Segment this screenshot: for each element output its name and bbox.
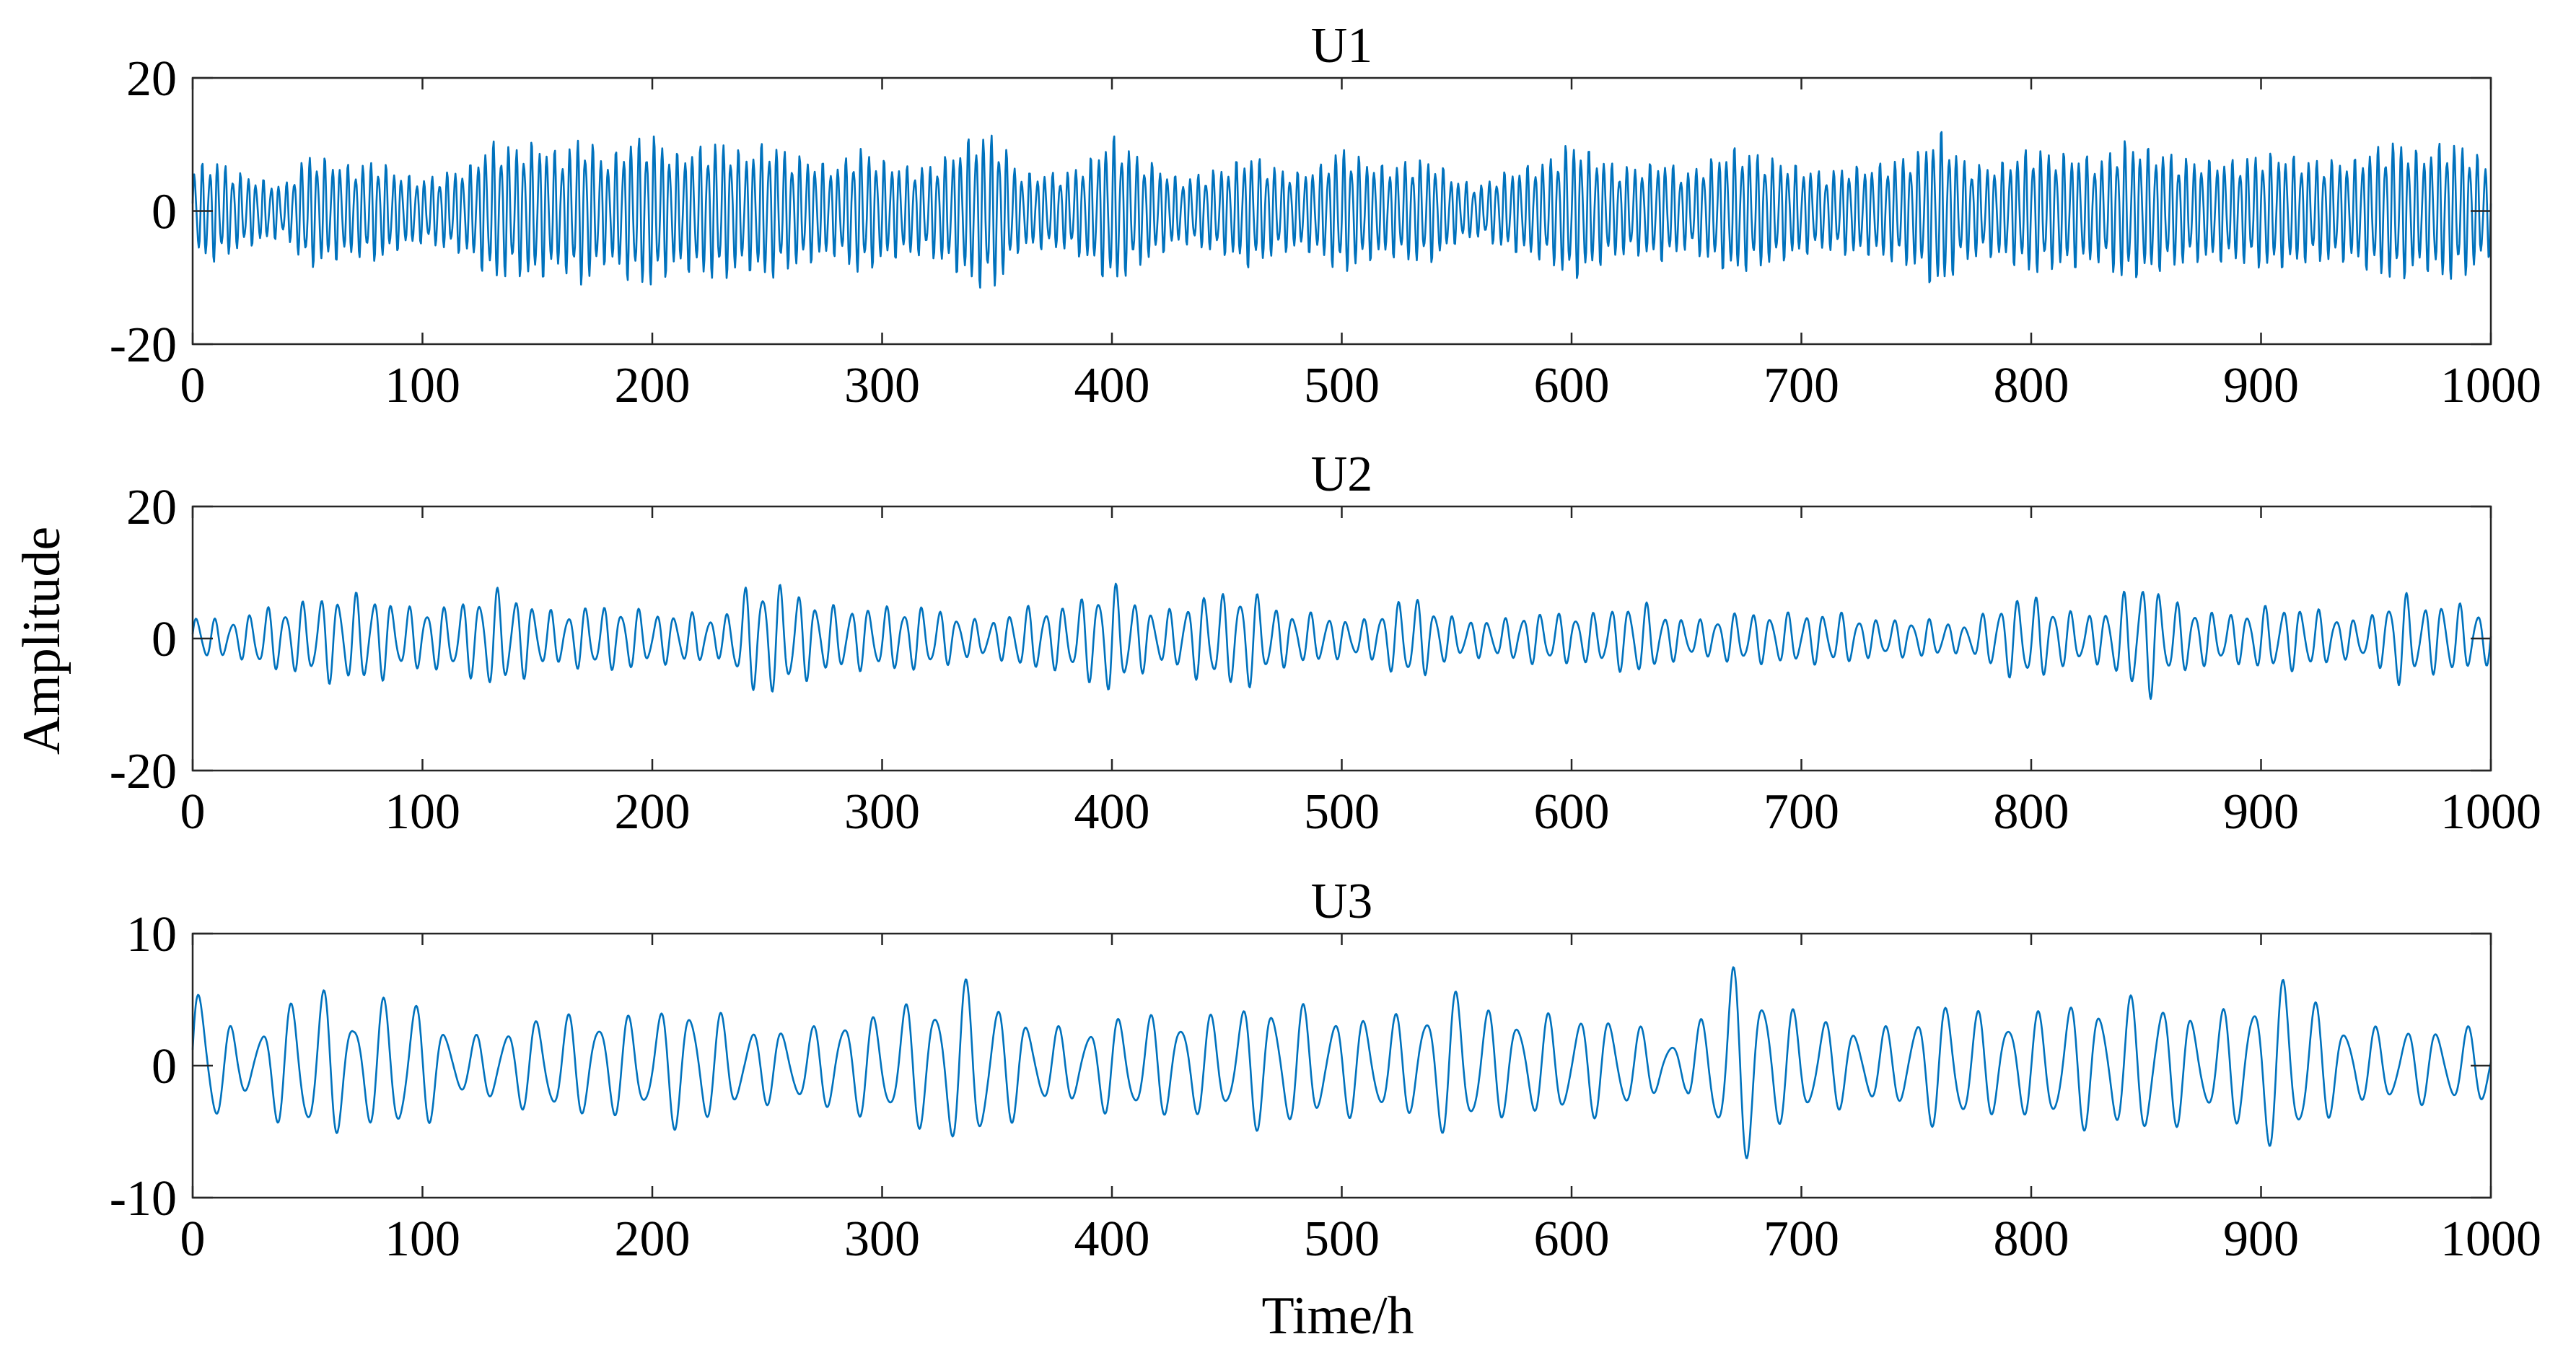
x-tick-label: 600 — [1534, 1211, 1610, 1267]
series-line — [191, 131, 2492, 289]
x-tick-label: 800 — [1994, 358, 2069, 413]
y-tick-label: -10 — [110, 1171, 177, 1227]
y-tick-label: -20 — [110, 744, 177, 799]
x-tick-label: 800 — [1994, 784, 2069, 840]
x-tick-label: 700 — [1764, 358, 1839, 413]
y-axis-label: Amplitude — [12, 527, 71, 755]
subplot-panels: U10 100 200 300 400 500 600 700 800 900 1000200-20… — [110, 18, 2541, 1267]
x-tick-label: 0 — [180, 358, 206, 413]
x-tick-label: 100 — [385, 358, 460, 413]
y-tick-label: 0 — [152, 185, 177, 240]
subplot-title: U3 — [1311, 874, 1373, 929]
series-line — [191, 582, 2492, 701]
x-tick-label: 400 — [1074, 1211, 1150, 1267]
x-tick-label: 1000 — [2440, 1211, 2541, 1267]
x-tick-label: 200 — [615, 1211, 691, 1267]
x-tick-label: 500 — [1304, 784, 1380, 840]
x-tick-label: 100 — [385, 784, 460, 840]
x-tick-label: 300 — [844, 358, 920, 413]
x-tick-label: 300 — [844, 1211, 920, 1267]
x-tick-label: 200 — [615, 358, 691, 413]
series-line — [191, 966, 2492, 1159]
y-tick-label: 10 — [126, 907, 177, 962]
x-tick-label: 600 — [1534, 784, 1610, 840]
x-tick-label: 200 — [615, 784, 691, 840]
y-tick-label: 0 — [152, 1039, 177, 1094]
x-tick-label: 900 — [2223, 358, 2299, 413]
y-tick-label: 20 — [126, 51, 177, 107]
x-tick-label: 400 — [1074, 358, 1150, 413]
x-tick-label: 400 — [1074, 784, 1150, 840]
x-tick-label: 500 — [1304, 358, 1380, 413]
x-tick-label: 1000 — [2440, 358, 2541, 413]
x-tick-label: 1000 — [2440, 784, 2541, 840]
y-tick-label: 0 — [152, 612, 177, 667]
x-tick-label: 100 — [385, 1211, 460, 1267]
x-tick-label: 900 — [2223, 1211, 2299, 1267]
subplot-title: U2 — [1311, 447, 1373, 502]
x-tick-label: 0 — [180, 784, 206, 840]
x-tick-label: 800 — [1994, 1211, 2069, 1267]
x-tick-label: 700 — [1764, 1211, 1839, 1267]
x-tick-label: 600 — [1534, 358, 1610, 413]
x-tick-label: 300 — [844, 784, 920, 840]
subplot-title: U1 — [1311, 18, 1373, 74]
x-tick-label: 0 — [180, 1211, 206, 1267]
x-tick-label: 500 — [1304, 1211, 1380, 1267]
x-axis-label: Time/h — [1261, 1286, 1414, 1346]
x-tick-label: 900 — [2223, 784, 2299, 840]
x-tick-label: 700 — [1764, 784, 1839, 840]
y-tick-label: -20 — [110, 317, 177, 373]
y-tick-label: 20 — [126, 480, 177, 535]
